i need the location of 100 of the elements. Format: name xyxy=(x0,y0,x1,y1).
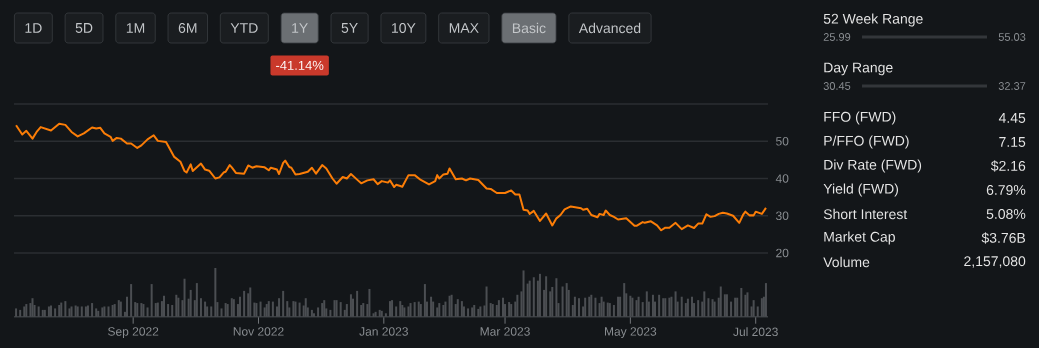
bar xyxy=(19,309,22,317)
bar xyxy=(423,284,426,317)
bar xyxy=(204,301,207,317)
y-tick-label: 40 xyxy=(775,174,789,183)
bar xyxy=(432,301,435,317)
bar xyxy=(58,305,61,317)
text: Day Range xyxy=(824,62,893,76)
bar xyxy=(635,300,638,317)
bar xyxy=(740,287,743,317)
bar xyxy=(538,273,541,317)
bar xyxy=(399,301,402,317)
bar xyxy=(175,294,178,317)
bar xyxy=(686,298,689,317)
bar xyxy=(395,306,398,317)
bar xyxy=(707,298,710,317)
bar xyxy=(436,307,439,317)
bar xyxy=(195,283,198,317)
x-tick-label: Mar 2023 xyxy=(480,327,530,336)
bar xyxy=(551,286,554,317)
bar xyxy=(561,286,564,317)
text: P/FFO (FWD) xyxy=(824,135,909,149)
bar xyxy=(107,306,110,317)
text: 1D xyxy=(25,23,42,33)
x-tick-label: Jul 2023 xyxy=(733,327,778,337)
bar xyxy=(60,302,63,317)
text: 52 Week Range xyxy=(823,13,923,27)
bar xyxy=(522,270,525,317)
bar xyxy=(602,301,605,317)
bar xyxy=(265,304,268,317)
text: Volume xyxy=(823,256,870,268)
bar xyxy=(356,290,359,317)
bar xyxy=(368,288,371,317)
bar xyxy=(64,301,67,317)
x-tick-label: Sep 2022 xyxy=(108,327,159,339)
text: 2,157,080 xyxy=(964,256,1026,268)
bar xyxy=(658,294,661,317)
bar xyxy=(442,305,445,317)
bar xyxy=(485,286,488,317)
bar xyxy=(545,276,548,317)
bar xyxy=(756,306,759,317)
bar xyxy=(183,278,186,317)
chart-subtitle: -41.14% xyxy=(276,60,324,70)
text: 5.08% xyxy=(986,209,1026,219)
bar xyxy=(594,297,597,317)
bar xyxy=(645,291,648,317)
bar xyxy=(612,305,615,317)
bar xyxy=(310,309,313,317)
text: 6M xyxy=(178,23,197,33)
text: 25.99 xyxy=(823,33,851,41)
bar xyxy=(249,287,252,317)
text: 5D xyxy=(75,23,93,33)
bar xyxy=(651,294,654,317)
bar xyxy=(80,306,83,317)
bar xyxy=(528,280,531,317)
bar xyxy=(150,284,153,317)
bar xyxy=(214,268,217,317)
bar xyxy=(91,303,94,317)
bar xyxy=(323,300,326,317)
text: Basic xyxy=(512,22,546,34)
bar xyxy=(286,301,289,317)
bar xyxy=(384,313,387,317)
bar xyxy=(417,301,420,317)
text: 10Y xyxy=(392,23,416,33)
text: Yield (FWD) xyxy=(823,183,899,197)
text: 30.45 xyxy=(823,82,851,90)
bar xyxy=(764,283,767,317)
bar xyxy=(680,296,683,317)
bar xyxy=(438,303,441,317)
bar xyxy=(456,299,459,317)
bar xyxy=(345,304,348,317)
bar xyxy=(312,313,315,317)
bar xyxy=(349,294,352,317)
bar xyxy=(167,304,170,317)
text: 5Y xyxy=(341,23,358,33)
text: FFO (FWD) xyxy=(824,111,896,125)
bar xyxy=(719,286,722,317)
bar xyxy=(752,300,755,317)
text: $2.16 xyxy=(990,160,1026,172)
x-tick-label: May 2023 xyxy=(605,327,657,339)
text: Short Interest xyxy=(823,208,908,220)
bar xyxy=(162,295,165,317)
bar xyxy=(501,297,504,317)
bar xyxy=(674,291,677,317)
bar xyxy=(267,301,270,317)
x-tick-label: Jan 2023 xyxy=(359,327,408,336)
text: 4.45 xyxy=(998,113,1026,123)
bar xyxy=(210,306,213,317)
bar xyxy=(206,306,209,317)
bar xyxy=(352,298,354,317)
bar xyxy=(146,307,149,317)
bar xyxy=(532,277,535,317)
bar xyxy=(555,278,558,317)
bar xyxy=(304,298,307,317)
text: YTD xyxy=(230,23,258,33)
bar xyxy=(243,290,246,317)
bar xyxy=(691,296,693,317)
bar xyxy=(189,289,192,317)
text: 7.15 xyxy=(999,137,1026,147)
bar xyxy=(623,283,626,317)
bar xyxy=(419,304,422,317)
